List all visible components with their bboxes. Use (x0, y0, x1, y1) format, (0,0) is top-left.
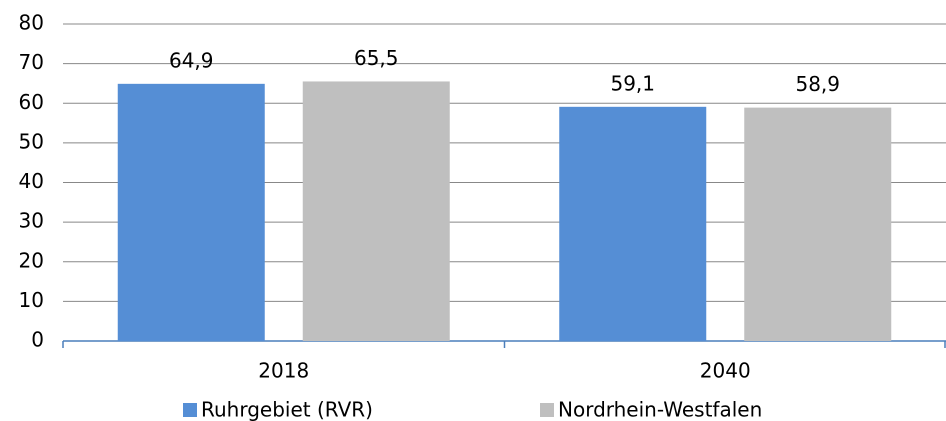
y-tick-label: 10 (19, 288, 44, 312)
legend-label: Nordrhein-Westfalen (558, 398, 762, 421)
bar (302, 81, 450, 342)
legend-label: Ruhrgebiet (RVR) (201, 398, 373, 421)
value-label: 58,9 (795, 72, 840, 96)
y-tick-label: 50 (19, 129, 44, 153)
value-label: 59,1 (610, 71, 655, 95)
bar (744, 107, 892, 341)
y-tick-label: 20 (19, 248, 44, 272)
bar (117, 83, 265, 342)
value-label: 65,5 (354, 46, 399, 70)
bar (559, 106, 707, 341)
y-tick-label: 40 (19, 169, 44, 193)
x-tick-label: 2040 (700, 359, 751, 383)
y-tick-label: 30 (19, 209, 44, 233)
y-tick-label: 60 (19, 90, 44, 114)
y-tick-label: 80 (19, 11, 44, 35)
legend-swatch (540, 403, 554, 417)
x-tick-label: 2018 (258, 359, 309, 383)
y-tick-label: 70 (19, 50, 44, 74)
value-label: 64,9 (169, 48, 214, 72)
y-tick-label: 0 (31, 328, 44, 352)
legend-swatch (183, 403, 197, 417)
